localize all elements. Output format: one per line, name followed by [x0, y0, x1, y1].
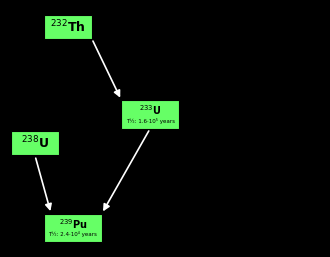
- FancyBboxPatch shape: [121, 100, 179, 128]
- Text: $^{233}$U: $^{233}$U: [139, 103, 161, 117]
- Text: $^{239}$Pu: $^{239}$Pu: [58, 217, 87, 231]
- FancyBboxPatch shape: [11, 131, 59, 155]
- Text: $^{238}$U: $^{238}$U: [21, 135, 49, 151]
- FancyBboxPatch shape: [44, 214, 102, 242]
- FancyBboxPatch shape: [44, 15, 92, 39]
- Text: T½: 1.6·10⁵ years: T½: 1.6·10⁵ years: [126, 118, 175, 124]
- Text: T½: 2.4·10⁴ years: T½: 2.4·10⁴ years: [49, 231, 97, 237]
- Text: $^{232}$Th: $^{232}$Th: [50, 19, 86, 35]
